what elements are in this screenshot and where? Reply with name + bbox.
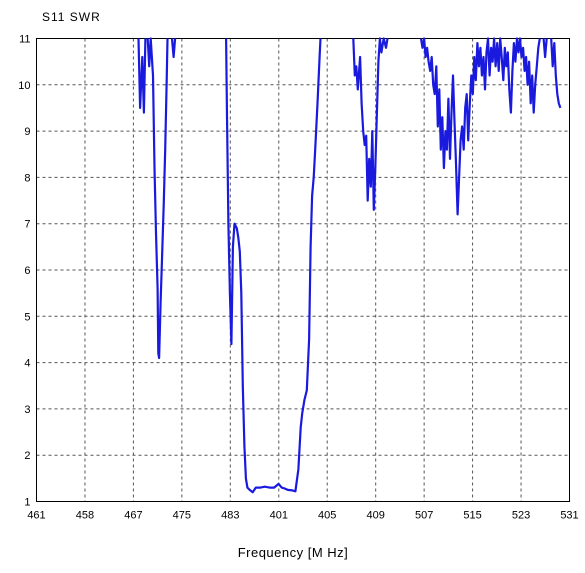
x-tick-label: 405 [318, 510, 336, 522]
plot-frame [36, 38, 570, 502]
y-tick-label: 4 [24, 358, 30, 370]
chart-title: S11 SWR [42, 10, 101, 24]
x-tick-label: 507 [415, 510, 433, 522]
swr-series-line [225, 38, 322, 494]
y-axis-ticks: 1 2 3 4 5 6 7 8 9 10 11 [18, 34, 30, 509]
y-tick-label: 2 [24, 450, 30, 462]
y-tick-label: 10 [18, 80, 30, 92]
y-tick-label: 7 [24, 219, 30, 231]
x-axis-ticks: 461 458 467 475 483 401 405 409 507 515 523 531 [27, 510, 578, 522]
y-tick-label: 6 [24, 265, 30, 277]
x-tick-label: 458 [76, 510, 94, 522]
x-tick-label: 515 [463, 510, 481, 522]
x-tick-label: 523 [512, 510, 530, 522]
x-tick-label: 401 [270, 510, 288, 522]
swr-series-line [352, 37, 389, 211]
y-tick-label: 1 [24, 497, 30, 509]
grid-lines [36, 38, 570, 502]
x-tick-label: 475 [173, 510, 191, 522]
x-tick-label: 467 [124, 510, 142, 522]
swr-series-line [550, 38, 562, 109]
y-tick-label: 5 [24, 311, 30, 323]
x-tick-label: 483 [221, 510, 239, 522]
y-tick-label: 8 [24, 172, 30, 184]
x-tick-label: 531 [560, 510, 578, 522]
x-axis-label: Frequency [M Hz] [238, 545, 349, 560]
swr-series-line [170, 38, 177, 59]
y-tick-label: 9 [24, 126, 30, 138]
swr-series-line [419, 37, 541, 216]
swr-series-line [542, 38, 548, 59]
y-tick-label: 3 [24, 404, 30, 416]
swr-series-line [137, 38, 147, 114]
x-tick-label: 461 [27, 510, 45, 522]
y-tick-label: 11 [19, 34, 30, 46]
swr-series-line [146, 37, 169, 360]
x-tick-label: 409 [367, 510, 385, 522]
swr-series [137, 37, 562, 494]
